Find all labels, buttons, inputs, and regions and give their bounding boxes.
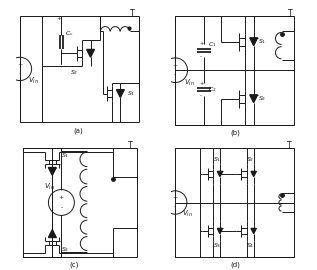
Text: $C_c$: $C_c$: [65, 29, 74, 38]
Polygon shape: [251, 228, 256, 234]
Text: -: -: [200, 94, 202, 99]
Text: +: +: [59, 195, 64, 200]
Text: +: +: [173, 195, 178, 200]
Text: (c): (c): [70, 261, 79, 268]
Polygon shape: [116, 90, 124, 97]
Polygon shape: [49, 230, 56, 238]
Text: (d): (d): [230, 261, 240, 268]
Text: $V_{in}$: $V_{in}$: [28, 76, 39, 86]
Text: T: T: [288, 9, 293, 18]
Text: $V_{in}$: $V_{in}$: [44, 182, 55, 192]
Polygon shape: [251, 171, 256, 177]
Text: T: T: [130, 9, 135, 18]
Text: +: +: [56, 16, 61, 21]
Text: +: +: [173, 63, 178, 68]
Text: T: T: [287, 141, 292, 150]
Text: $S_1$: $S_1$: [127, 89, 135, 98]
Text: $C_1$: $C_1$: [208, 40, 217, 49]
Text: (a): (a): [73, 128, 83, 134]
Text: -: -: [60, 205, 62, 210]
Text: $S_3$: $S_3$: [213, 241, 221, 250]
Polygon shape: [87, 49, 94, 57]
Text: +: +: [199, 41, 203, 46]
Polygon shape: [250, 38, 257, 46]
Text: +: +: [17, 62, 23, 67]
Text: -: -: [174, 73, 176, 77]
Polygon shape: [49, 167, 56, 175]
Text: $S_2$: $S_2$: [70, 68, 79, 76]
Text: T: T: [128, 141, 133, 150]
Text: -: -: [19, 71, 21, 76]
Text: $V_{in}$: $V_{in}$: [184, 78, 195, 88]
Text: (b): (b): [230, 129, 240, 136]
Text: $S_1$: $S_1$: [258, 37, 267, 46]
Text: $S_1$: $S_1$: [61, 151, 69, 160]
Text: $V_{in}$: $V_{in}$: [182, 209, 193, 219]
Text: $S_2$: $S_2$: [61, 245, 69, 254]
Text: $C_2$: $C_2$: [208, 85, 217, 94]
Text: +: +: [199, 81, 203, 86]
Polygon shape: [217, 171, 223, 177]
Polygon shape: [217, 228, 223, 234]
Text: -: -: [174, 205, 176, 210]
Polygon shape: [250, 95, 257, 103]
Text: $S_2$: $S_2$: [246, 155, 255, 164]
Text: $S_1$: $S_1$: [213, 155, 221, 164]
Text: -: -: [200, 55, 202, 60]
Text: $S_2$: $S_2$: [258, 94, 267, 103]
Text: $S_4$: $S_4$: [246, 241, 255, 250]
